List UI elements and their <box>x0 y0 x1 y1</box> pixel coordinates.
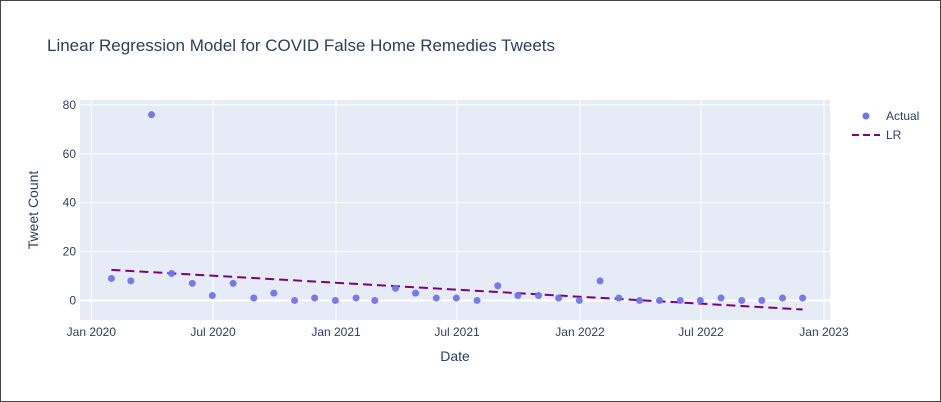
x-tick-label: Jan 2020 <box>67 325 117 339</box>
y-tick-labels: 0 20 40 60 80 <box>63 98 77 308</box>
y-tick-label: 80 <box>63 98 77 112</box>
legend-item-lr[interactable]: LR <box>852 128 902 142</box>
x-tick-label: Jan 2022 <box>555 325 605 339</box>
data-point <box>635 296 643 304</box>
x-tick-label: Jul 2020 <box>190 325 236 339</box>
data-point <box>107 274 115 282</box>
data-point <box>615 294 623 302</box>
lr-line <box>111 268 803 311</box>
data-point <box>371 296 379 304</box>
x-tick-label: Jul 2022 <box>678 325 724 339</box>
y-axis-label: Tweet Count <box>25 171 41 250</box>
legend-label: LR <box>886 128 902 142</box>
chart-title: Linear Regression Model for COVID False … <box>47 36 555 55</box>
legend-marker-icon <box>862 112 870 120</box>
data-point <box>127 277 135 285</box>
data-point <box>535 292 543 300</box>
data-point <box>331 296 339 304</box>
plot-area <box>80 100 830 320</box>
x-axis-label: Date <box>440 348 470 364</box>
data-point <box>676 296 684 304</box>
data-point <box>432 294 440 302</box>
legend-item-actual[interactable]: Actual <box>862 109 920 123</box>
data-point <box>188 279 196 287</box>
data-point <box>148 111 156 119</box>
data-point <box>208 292 216 300</box>
legend-label: Actual <box>886 109 919 123</box>
data-point <box>311 294 319 302</box>
data-point <box>392 284 400 292</box>
x-tick-labels: Jan 2020 Jul 2020 Jan 2021 Jul 2021 Jan 2022… <box>67 325 849 339</box>
data-point <box>656 296 664 304</box>
data-point <box>452 294 460 302</box>
y-tick-label: 60 <box>63 147 77 161</box>
data-point <box>412 289 420 297</box>
data-point <box>291 296 299 304</box>
data-point <box>168 270 176 278</box>
x-tick-label: Jul 2021 <box>434 325 480 339</box>
data-point <box>250 294 258 302</box>
data-point <box>696 296 704 304</box>
data-point <box>229 279 237 287</box>
data-point <box>270 289 278 297</box>
y-tick-label: 0 <box>69 293 76 307</box>
y-tick-label: 40 <box>63 196 77 210</box>
data-point <box>575 296 583 304</box>
data-point <box>555 294 563 302</box>
data-point <box>596 277 604 285</box>
data-point <box>799 294 807 302</box>
data-point <box>514 292 522 300</box>
x-tick-label: Jan 2023 <box>799 325 849 339</box>
data-point <box>494 282 502 290</box>
x-tick-label: Jan 2021 <box>311 325 361 339</box>
data-point <box>473 296 481 304</box>
y-tick-label: 20 <box>63 245 77 259</box>
series-layer <box>107 111 807 311</box>
data-point <box>352 294 360 302</box>
data-point <box>717 294 725 302</box>
data-point <box>738 296 746 304</box>
data-point <box>779 294 787 302</box>
legend[interactable]: Actual LR <box>852 109 919 142</box>
data-point <box>758 296 766 304</box>
